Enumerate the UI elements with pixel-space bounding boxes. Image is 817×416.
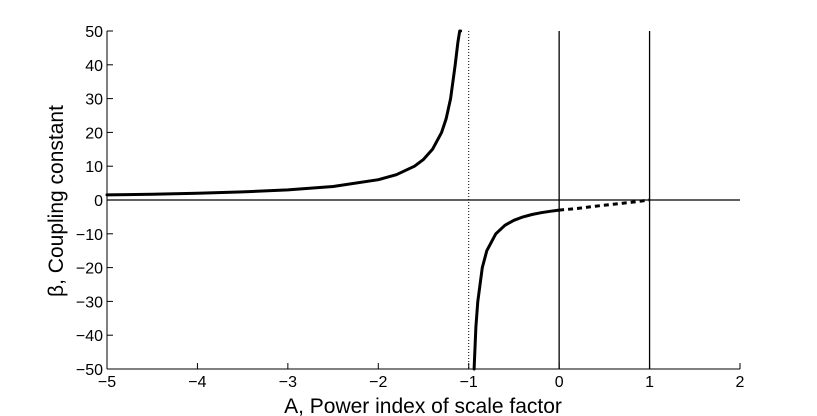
y-tick-label: −30 [76,294,103,311]
y-tick-label: 30 [85,92,103,109]
y-tick-label: 50 [85,24,103,41]
axes-layer [106,31,740,370]
x-tick-label: −2 [369,374,387,391]
y-tick-label: 20 [85,125,103,142]
x-tick-label: −5 [98,374,116,391]
data-layer [105,29,650,371]
x-axis-title: A, Power index of scale factor [284,395,562,416]
x-tick-label: −3 [279,374,297,391]
y-tick-label: 40 [85,58,103,75]
y-tick-label: −10 [76,227,103,244]
y-tick-label: −50 [76,362,103,379]
series-line-3 [558,198,650,212]
y-tick-label: 0 [94,193,103,210]
x-tick-label: 0 [555,374,564,391]
y-tick-label: −40 [76,328,103,345]
x-tick-label: 2 [736,374,745,391]
y-tick-label: 10 [85,159,103,176]
y-tick-label: −20 [76,261,103,278]
series-line-2 [472,208,561,371]
y-axis-title: β, Coupling constant [45,105,68,297]
x-tick-label: −4 [188,374,206,391]
x-tick-label: −1 [460,374,478,391]
series-line-1 [105,29,463,197]
x-tick-label: 1 [645,374,654,391]
